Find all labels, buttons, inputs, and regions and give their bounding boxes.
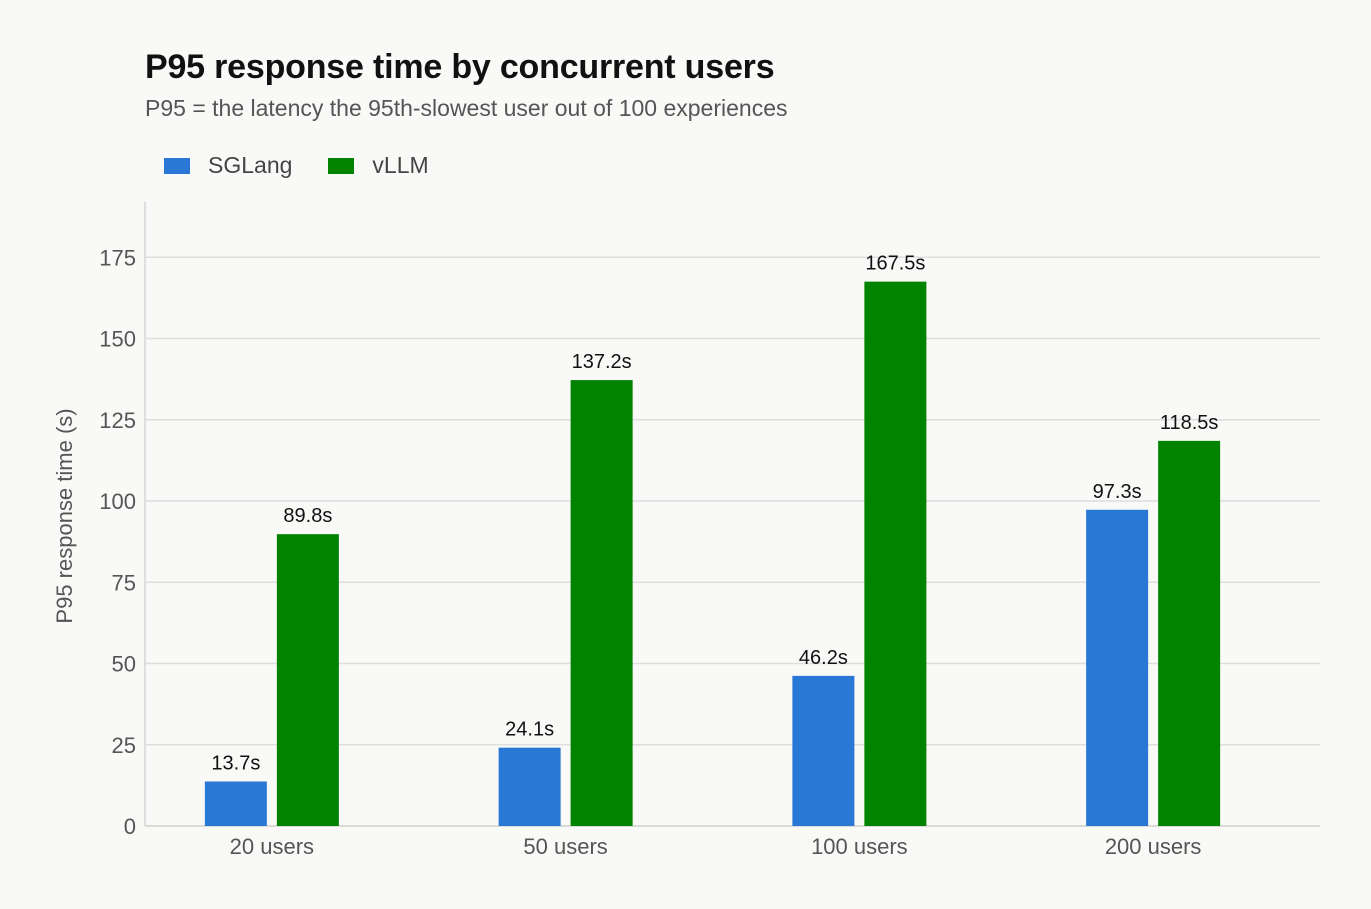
bar-sglang-3 bbox=[1086, 509, 1149, 826]
data-label-sglang-2: 46.2s bbox=[799, 647, 848, 669]
data-label-vllm-2: 167.5s bbox=[865, 253, 925, 275]
bar-sglang-1 bbox=[498, 747, 561, 826]
legend-swatch-sglang bbox=[164, 157, 190, 174]
data-label-vllm-3: 118.5s bbox=[1160, 412, 1219, 434]
legend: SGLang vLLM bbox=[164, 152, 465, 179]
y-tick-label-25: 25 bbox=[112, 733, 136, 758]
bar-vllm-0 bbox=[276, 534, 339, 826]
y-tick-label-75: 75 bbox=[112, 570, 136, 595]
legend-label-vllm: vLLM bbox=[372, 152, 429, 178]
y-tick-label-100: 100 bbox=[99, 489, 136, 514]
bar-sglang-0 bbox=[204, 781, 267, 826]
y-axis-label: P95 response time (s) bbox=[52, 408, 77, 623]
bar-vllm-3 bbox=[1158, 440, 1221, 826]
bar-sglang-2 bbox=[792, 675, 855, 826]
x-tick-label-2: 100 users bbox=[811, 834, 908, 859]
bar-vllm-2 bbox=[864, 281, 927, 826]
data-label-sglang-1: 24.1s bbox=[505, 719, 554, 741]
legend-item-sglang[interactable]: SGLang bbox=[164, 152, 292, 179]
y-tick-label-175: 175 bbox=[99, 245, 136, 270]
legend-item-vllm[interactable]: vLLM bbox=[328, 152, 429, 179]
legend-label-sglang: SGLang bbox=[208, 152, 293, 178]
x-tick-label-3: 200 users bbox=[1105, 834, 1202, 859]
y-tick-label-50: 50 bbox=[112, 652, 136, 677]
x-tick-label-0: 20 users bbox=[230, 834, 314, 859]
legend-swatch-vllm bbox=[328, 157, 355, 174]
data-label-vllm-0: 89.8s bbox=[283, 505, 332, 527]
y-tick-label-0: 0 bbox=[124, 814, 136, 839]
x-tick-label-1: 50 users bbox=[523, 834, 607, 859]
chart-title: P95 response time by concurrent users bbox=[145, 48, 775, 86]
data-label-sglang-0: 13.7s bbox=[211, 752, 260, 774]
bar-vllm-1 bbox=[570, 380, 633, 826]
y-tick-label-150: 150 bbox=[99, 327, 136, 352]
chart-subtitle: P95 = the latency the 95th-slowest user … bbox=[145, 95, 788, 121]
data-label-sglang-3: 97.3s bbox=[1093, 481, 1142, 503]
data-label-vllm-1: 137.2s bbox=[572, 351, 632, 373]
y-tick-label-125: 125 bbox=[99, 408, 136, 433]
